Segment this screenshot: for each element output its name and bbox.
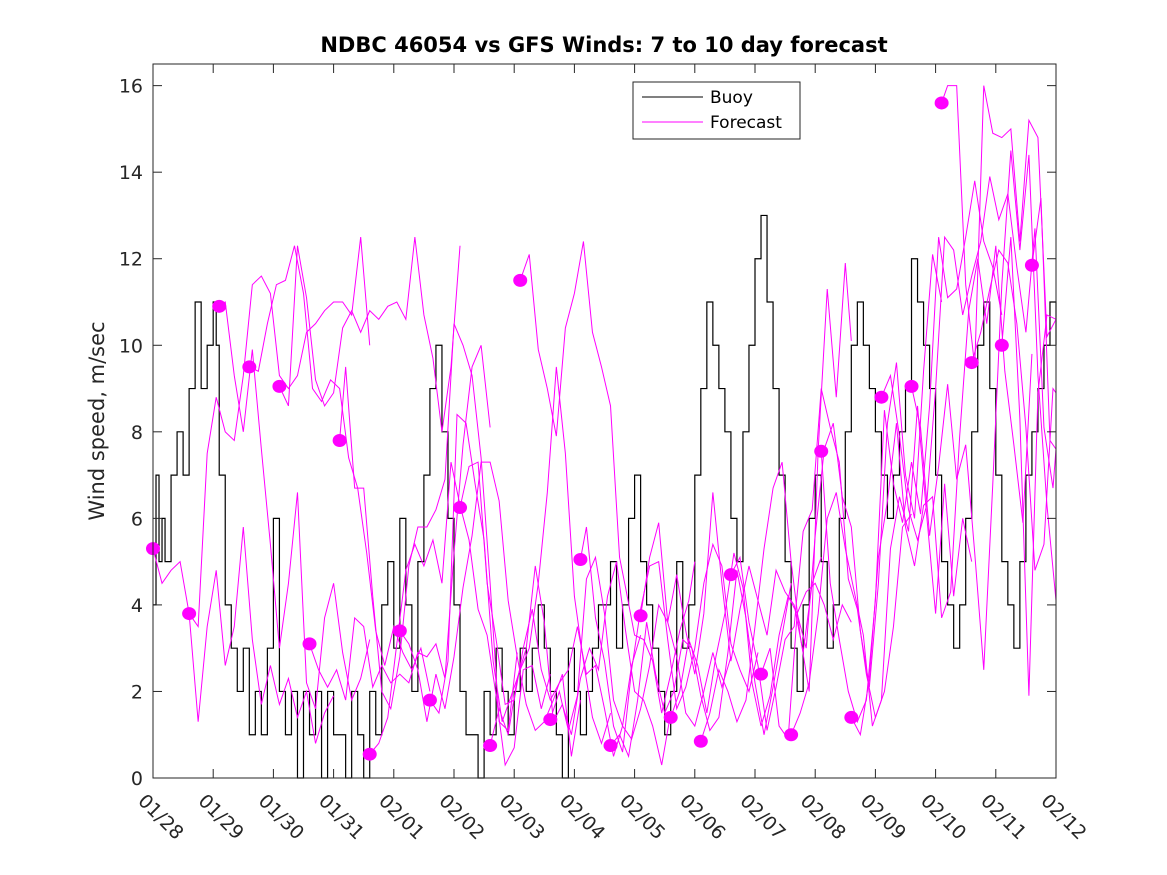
y-tick-label: 10 bbox=[119, 335, 143, 357]
forecast-start-marker bbox=[573, 552, 588, 566]
y-tick-label: 6 bbox=[131, 508, 143, 530]
forecast-start-marker bbox=[693, 734, 708, 748]
forecast-start-marker bbox=[332, 433, 347, 447]
x-tick-label: 02/06 bbox=[675, 790, 729, 844]
y-tick-label: 2 bbox=[131, 681, 143, 703]
x-tick-label: 02/11 bbox=[976, 790, 1030, 844]
forecast-series-line bbox=[971, 248, 1057, 571]
forecast-start-marker bbox=[242, 360, 257, 374]
forecast-series-line bbox=[278, 237, 461, 432]
forecast-series-line bbox=[1031, 198, 1057, 450]
forecast-start-marker bbox=[784, 728, 799, 742]
x-tick-label: 01/29 bbox=[194, 790, 248, 844]
y-tick-label: 16 bbox=[119, 76, 143, 98]
legend-forecast-label: Forecast bbox=[710, 113, 782, 133]
forecast-series-line bbox=[519, 241, 696, 714]
x-tick-label: 02/07 bbox=[735, 790, 789, 844]
x-tick-label: 02/03 bbox=[495, 790, 549, 844]
x-tick-label: 02/04 bbox=[555, 790, 609, 844]
forecast-series-line bbox=[339, 323, 518, 732]
forecast-start-marker bbox=[603, 739, 618, 753]
forecast-start-marker bbox=[422, 693, 437, 707]
forecast-start-marker bbox=[663, 710, 678, 724]
forecast-series-line bbox=[790, 405, 973, 735]
x-tick-label: 02/08 bbox=[796, 790, 850, 844]
forecast-series-line bbox=[188, 237, 371, 629]
forecast-start-marker bbox=[453, 501, 468, 515]
forecast-series-line bbox=[1001, 237, 1057, 696]
forecast-start-marker bbox=[994, 338, 1009, 352]
y-tick-label: 8 bbox=[131, 422, 143, 444]
y-tick-label: 12 bbox=[119, 249, 143, 271]
forecast-series-line bbox=[249, 245, 431, 692]
forecast-start-marker bbox=[904, 379, 919, 393]
forecast-start-marker bbox=[964, 356, 979, 370]
forecast-series-line bbox=[670, 552, 852, 727]
forecast-start-marker bbox=[633, 609, 648, 623]
forecast-start-marker bbox=[814, 444, 829, 458]
forecast-series-line bbox=[489, 561, 672, 766]
forecast-start-marker bbox=[182, 607, 197, 621]
y-tick-label: 4 bbox=[131, 595, 143, 617]
x-tick-label: 02/05 bbox=[615, 790, 669, 844]
y-tick-label: 0 bbox=[131, 768, 143, 790]
x-tick-label: 02/02 bbox=[434, 790, 488, 844]
forecast-series-line bbox=[760, 254, 943, 741]
x-tick-label: 02/01 bbox=[374, 790, 428, 844]
forecast-series-line bbox=[309, 345, 491, 701]
forecast-start-marker bbox=[723, 568, 738, 582]
forecast-series-line bbox=[549, 555, 732, 741]
y-axis-ticks: 0 2 4 6 8 10 12 14 16 bbox=[119, 76, 1056, 790]
forecast-start-marker bbox=[874, 390, 889, 404]
forecast-series-line bbox=[850, 245, 1033, 737]
forecast-series-line bbox=[941, 85, 1057, 367]
forecast-start-marker bbox=[934, 96, 949, 110]
x-tick-label: 01/28 bbox=[133, 790, 187, 844]
forecast-start-marker bbox=[754, 667, 769, 681]
forecast-series-line bbox=[579, 526, 759, 753]
forecast-start-marker bbox=[302, 637, 317, 651]
chart-title: NDBC 46054 vs GFS Winds: 7 to 10 day for… bbox=[320, 33, 887, 57]
forecast-series-line bbox=[700, 263, 852, 742]
forecast-series-line bbox=[640, 492, 822, 675]
forecast-start-marker bbox=[483, 739, 498, 753]
forecast-start-marker bbox=[543, 713, 558, 727]
forecast-series-line bbox=[911, 150, 1057, 670]
buoy-series-line bbox=[153, 214, 1057, 779]
x-tick-label: 02/12 bbox=[1036, 790, 1090, 844]
x-tick-label: 02/10 bbox=[916, 790, 970, 844]
x-tick-label: 01/31 bbox=[314, 790, 368, 844]
legend-buoy-label: Buoy bbox=[710, 88, 753, 108]
forecast-series-line bbox=[152, 526, 335, 744]
forecast-series-line bbox=[820, 180, 1003, 724]
forecast-start-marker bbox=[844, 710, 859, 724]
forecast-start-marker bbox=[272, 379, 287, 393]
forecast-series-line bbox=[218, 301, 371, 709]
forecast-start-markers bbox=[146, 96, 1039, 761]
legend: Buoy Forecast bbox=[632, 81, 801, 140]
y-axis-label: Wind speed, m/sec bbox=[85, 321, 109, 520]
plot-frame bbox=[152, 63, 1057, 779]
x-tick-label: 02/09 bbox=[856, 790, 910, 844]
y-tick-label: 14 bbox=[119, 162, 143, 184]
forecast-start-marker bbox=[513, 273, 528, 287]
forecast-start-marker bbox=[362, 747, 377, 761]
forecast-start-marker bbox=[1024, 258, 1039, 272]
legend-box bbox=[632, 81, 801, 140]
forecast-start-marker bbox=[212, 299, 227, 313]
forecast-series-line bbox=[610, 570, 792, 759]
x-tick-label: 01/30 bbox=[254, 790, 308, 844]
forecast-start-marker bbox=[392, 624, 407, 638]
